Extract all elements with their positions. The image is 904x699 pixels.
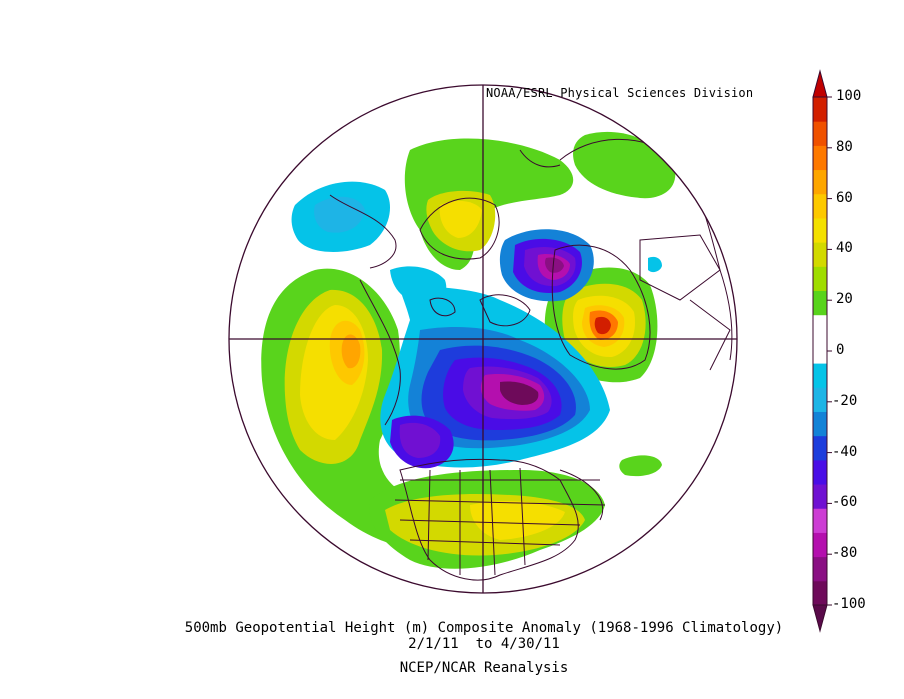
colorbar-label: 60 — [836, 189, 853, 206]
colorbar-swatch — [813, 121, 827, 146]
plot-date-range: 2/1/11 to 4/30/11 — [408, 636, 560, 652]
colorbar-swatch — [813, 363, 827, 388]
colorbar-label: -100 — [832, 596, 866, 612]
colorbar-swatch — [813, 459, 827, 485]
colorbar-swatch — [813, 266, 827, 292]
colorbar-label: -40 — [832, 443, 858, 460]
colorbar-swatch — [813, 338, 827, 364]
colorbar-swatch — [813, 435, 827, 461]
colorbar-label: -60 — [832, 494, 858, 511]
trough-minor — [291, 181, 662, 305]
colorbar-swatch — [813, 169, 827, 195]
colorbar-label: -80 — [832, 545, 858, 562]
colorbar-swatch — [813, 580, 827, 606]
graticule — [229, 85, 737, 593]
colorbar-swatch — [813, 97, 827, 122]
plot-source: NCEP/NCAR Reanalysis — [399, 660, 569, 676]
colorbar-label: -20 — [832, 392, 858, 409]
map-disk — [229, 85, 737, 593]
ridge-arctic — [404, 138, 574, 270]
credit-text: NOAA/ESRL Physical Sciences Division — [486, 86, 754, 100]
colorbar-label: 80 — [836, 138, 853, 155]
colorbar-swatch — [813, 193, 827, 219]
colorbar-swatch — [813, 314, 827, 340]
colorbar-label: 0 — [836, 342, 845, 358]
plot-title: 500mb Geopotential Height (m) Composite … — [184, 620, 784, 636]
colorbar-swatch — [813, 411, 827, 437]
colorbar-swatch — [813, 556, 827, 582]
colorbar — [812, 69, 832, 633]
colorbar-swatch — [813, 387, 827, 412]
colorbar-label: 100 — [836, 88, 862, 104]
trough-siberia — [499, 229, 594, 302]
colorbar-min-arrow — [812, 604, 828, 633]
colorbar-label: 40 — [836, 240, 853, 257]
colorbar-swatch — [813, 217, 827, 243]
colorbar-swatch — [813, 290, 827, 316]
colorbar-swatch — [813, 508, 827, 533]
colorbar-swatch — [813, 532, 827, 558]
colorbar-label: 20 — [836, 291, 853, 308]
globe-outline — [228, 84, 738, 594]
colorbar-swatch — [813, 242, 827, 267]
trough-arctic — [380, 280, 610, 469]
colorbar-swatch — [813, 484, 827, 509]
colorbar-swatch — [813, 145, 827, 171]
colorbar-max-arrow — [812, 69, 828, 98]
ridge-asia — [573, 131, 676, 477]
